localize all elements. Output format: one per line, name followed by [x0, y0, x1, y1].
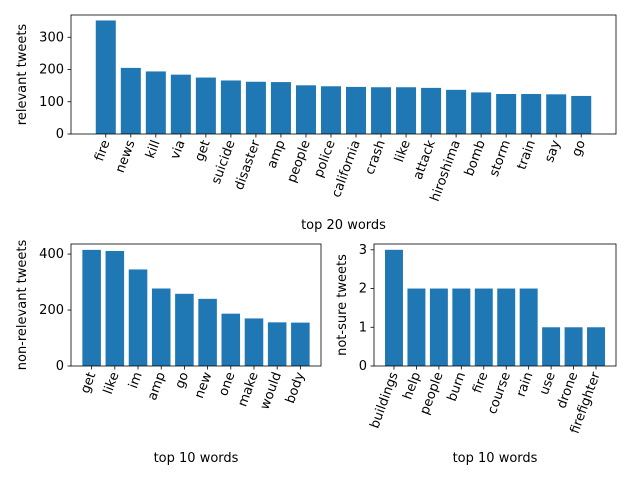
- axes-frame: [70, 243, 322, 367]
- x-tick-label: use: [537, 370, 559, 397]
- x-tick-label: fire: [470, 370, 491, 395]
- bar-like: [105, 251, 125, 366]
- bar-go: [571, 95, 592, 134]
- y-tick-label: 3: [359, 243, 367, 258]
- bar-new: [198, 298, 217, 366]
- y-axis-label: not-sure tweets: [335, 254, 350, 356]
- y-tick-label: 200: [39, 303, 64, 318]
- axes-frame: [373, 243, 617, 367]
- bar-like: [396, 87, 417, 134]
- bar-body: [291, 322, 310, 366]
- y-tick-label: 0: [56, 127, 64, 142]
- x-tick-label: im: [126, 370, 146, 390]
- bar-people: [429, 288, 448, 366]
- bar-disaster: [245, 81, 266, 134]
- y-axis-label: non-relevant tweets: [15, 240, 30, 371]
- y-tick-label: 400: [39, 247, 64, 262]
- bar-bomb: [471, 92, 492, 134]
- bar-course: [497, 288, 516, 366]
- bar-go: [175, 293, 194, 366]
- bar-make: [244, 318, 264, 366]
- axes-frame: [70, 14, 617, 135]
- bar-storm: [496, 94, 517, 134]
- y-tick-label: 2: [359, 282, 367, 297]
- bar-hiroshima: [446, 89, 467, 134]
- x-axis-label: top 10 words: [154, 451, 239, 466]
- bar-people: [295, 85, 316, 134]
- y-tick-label: 100: [39, 95, 64, 110]
- x-tick-label: via: [168, 138, 189, 161]
- bar-burn: [452, 288, 471, 366]
- x-tick-label: fire: [92, 138, 113, 163]
- x-tick-label: kill: [143, 138, 163, 160]
- bar-crash: [371, 87, 392, 134]
- y-tick-label: 200: [39, 63, 64, 78]
- bar-via: [170, 74, 191, 134]
- bar-say: [546, 94, 567, 134]
- bar-amp: [151, 288, 171, 366]
- x-tick-label: go: [173, 370, 193, 390]
- bar-rain: [519, 288, 538, 366]
- bar-train: [521, 94, 542, 134]
- bar-fire: [474, 288, 493, 366]
- bar-amp: [270, 82, 291, 134]
- y-axis-label: relevant tweets: [15, 24, 30, 126]
- bar-would: [267, 322, 287, 366]
- y-tick-label: 300: [39, 30, 64, 45]
- y-tick-label: 1: [359, 320, 367, 335]
- x-tick-label: get: [78, 370, 99, 395]
- bar-fire: [95, 20, 116, 135]
- x-axis-label: top 10 words: [453, 451, 538, 466]
- x-tick-label: get: [192, 138, 213, 163]
- bar-im: [128, 269, 148, 366]
- bar-help: [407, 288, 426, 366]
- x-tick-label: like: [101, 370, 123, 396]
- x-tick-label: like: [392, 138, 414, 164]
- bar-drone: [564, 327, 583, 366]
- y-tick-label: 0: [56, 359, 64, 374]
- x-tick-label: go: [569, 138, 589, 158]
- bar-one: [221, 313, 241, 366]
- bar-california: [346, 86, 367, 134]
- bar-get: [195, 77, 216, 134]
- x-tick-label: say: [542, 138, 564, 164]
- x-axis-label: top 20 words: [301, 218, 386, 233]
- bar-kill: [145, 71, 166, 134]
- bar-suicide: [220, 80, 241, 134]
- bar-get: [82, 249, 101, 366]
- bar-police: [320, 86, 341, 134]
- bar-attack: [421, 87, 442, 134]
- bar-news: [120, 67, 141, 134]
- bar-firefighter: [587, 327, 605, 366]
- y-tick-label: 0: [359, 359, 367, 374]
- bar-buildings: [385, 249, 403, 366]
- bar-use: [542, 327, 561, 366]
